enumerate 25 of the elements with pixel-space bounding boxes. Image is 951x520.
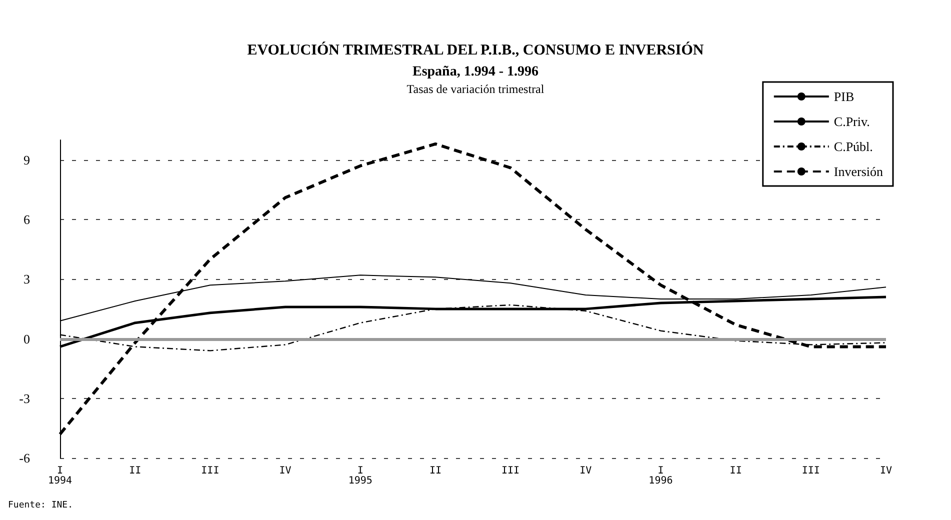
y-tick-label: 3	[24, 272, 30, 287]
y-tick-label: 6	[24, 212, 30, 227]
x-tick-label: III	[502, 466, 520, 476]
chart-subtitle: Tasas de variación trimestral	[406, 82, 545, 96]
y-tick-label: -3	[19, 390, 30, 406]
source-note: Fuente: INE.	[8, 500, 74, 510]
x-tick-label: III	[201, 466, 220, 476]
x-tick-label: I 1996	[648, 466, 673, 486]
legend-label: PIB	[834, 89, 854, 104]
chart-title: EVOLUCIÓN TRIMESTRAL DEL P.I.B., CONSUMO E INVERSIÓN España, 1.994 - 1.996	[247, 42, 704, 80]
x-tick-label: I 1995	[348, 466, 372, 486]
legend-label: C.Públ.	[834, 139, 873, 154]
y-tick-label: -6	[19, 450, 30, 466]
x-tick-label: IV	[580, 466, 592, 476]
x-tick-label: IV	[279, 466, 292, 476]
x-tick-label: I 1994	[48, 466, 72, 486]
x-tick-label: IV	[880, 466, 892, 476]
x-tick-label: II	[429, 466, 442, 476]
x-tick-label: II	[129, 466, 142, 476]
legend-label: C.Priv.	[834, 114, 870, 129]
x-tick-label: III	[802, 466, 820, 476]
legend-label: Inversión	[834, 164, 884, 179]
y-tick-label: 9	[24, 152, 30, 168]
y-tick-label: 0	[24, 331, 30, 346]
x-tick-label: II	[730, 466, 742, 476]
